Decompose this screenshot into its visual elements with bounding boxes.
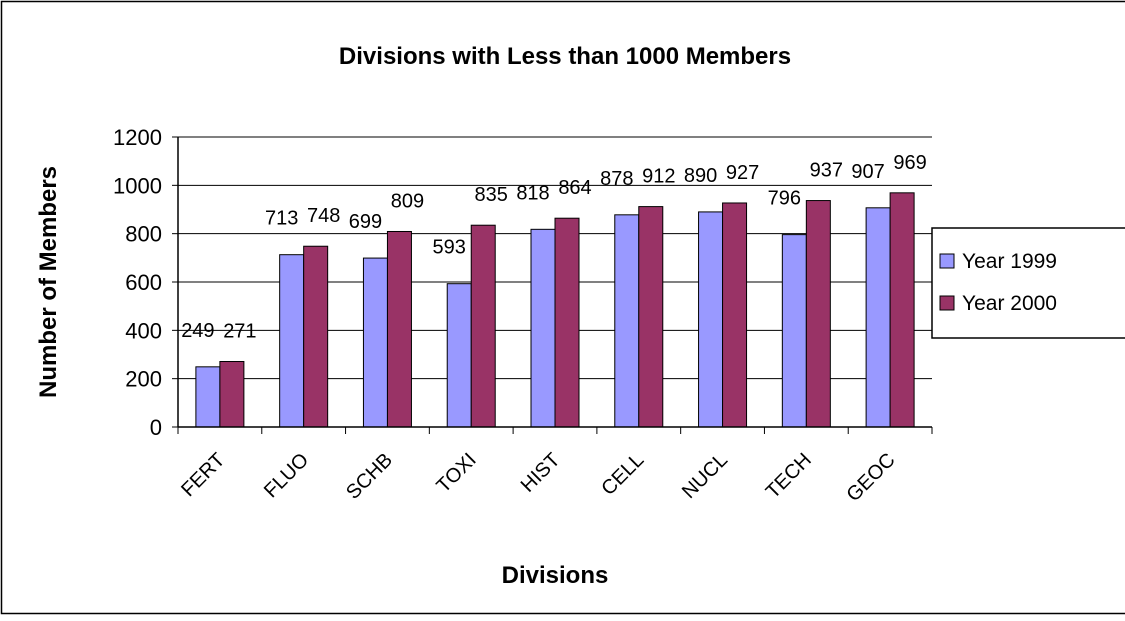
bar — [699, 212, 723, 427]
y-tick-label: 0 — [150, 415, 162, 440]
y-tick-label: 800 — [125, 222, 162, 247]
data-label: 878 — [600, 168, 633, 190]
bar — [531, 229, 555, 427]
chart-title: Divisions with Less than 1000 Members — [339, 43, 791, 70]
data-label: 937 — [810, 160, 843, 182]
bar — [866, 208, 890, 427]
bar — [555, 218, 579, 427]
bar — [447, 284, 471, 427]
y-axis-label: Number of Members — [35, 166, 62, 398]
bar — [723, 203, 747, 427]
data-label: 593 — [433, 237, 466, 259]
legend-box — [932, 228, 1125, 338]
data-label: 249 — [181, 320, 214, 342]
bar — [890, 193, 914, 427]
data-label: 271 — [223, 321, 256, 343]
data-label: 818 — [516, 182, 549, 204]
data-label: 927 — [726, 162, 759, 184]
data-label: 890 — [684, 165, 717, 187]
y-tick-label: 400 — [125, 318, 162, 343]
y-tick-label: 1000 — [113, 173, 162, 198]
data-label: 699 — [349, 211, 382, 233]
data-label: 864 — [558, 177, 591, 199]
legend-swatch — [940, 296, 954, 310]
bar — [639, 207, 663, 427]
bar — [304, 246, 328, 427]
data-label: 835 — [475, 184, 508, 206]
bar — [615, 215, 639, 427]
bar — [806, 201, 830, 427]
bar — [280, 255, 304, 427]
y-tick-label: 1200 — [113, 125, 162, 150]
data-label: 907 — [851, 161, 884, 183]
bar — [471, 225, 495, 427]
bar — [387, 231, 411, 427]
x-axis-label: Divisions — [502, 562, 609, 589]
data-label: 796 — [768, 188, 801, 210]
data-label: 748 — [307, 205, 340, 227]
data-label: 809 — [391, 190, 424, 212]
legend-label: Year 1999 — [962, 250, 1057, 273]
y-tick-label: 600 — [125, 270, 162, 295]
y-tick-label: 200 — [125, 367, 162, 392]
data-label: 969 — [893, 152, 926, 174]
legend-label: Year 2000 — [962, 292, 1057, 315]
data-label: 912 — [642, 166, 675, 188]
bar — [363, 258, 387, 427]
legend-swatch — [940, 254, 954, 268]
bar — [196, 367, 220, 427]
bar — [220, 362, 244, 427]
bar — [782, 235, 806, 427]
data-label: 713 — [265, 208, 298, 230]
